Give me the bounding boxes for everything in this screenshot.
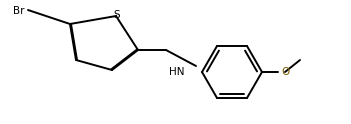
Text: S: S — [114, 10, 120, 20]
Text: HN: HN — [169, 67, 185, 77]
Text: O: O — [281, 67, 289, 77]
Text: Br: Br — [13, 6, 24, 16]
